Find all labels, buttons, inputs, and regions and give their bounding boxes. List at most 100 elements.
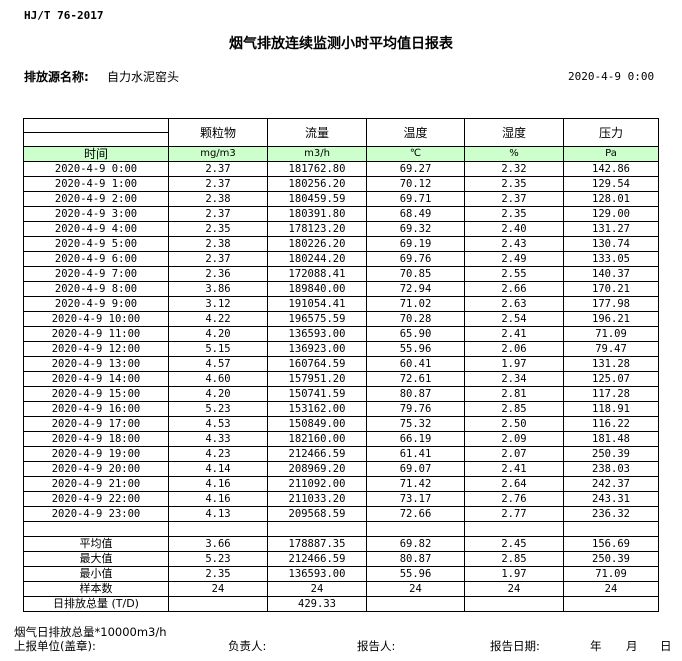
cell-value: 70.12: [366, 176, 465, 192]
cell-value: [563, 596, 659, 612]
cell-value: 250.39: [563, 446, 659, 462]
cell-value: 2.81: [464, 386, 564, 402]
row-label: 2020-4-9 21:00: [23, 476, 169, 492]
table-row: 2020-4-9 3:00 2.37 180391.80 68.49 2.35 129.0…: [23, 206, 659, 222]
table-row: 2020-4-9 6:00 2.37 180244.20 69.76 2.49 133.0…: [23, 251, 659, 267]
cell-value: 2.45: [464, 536, 564, 552]
cell-value: 180244.20: [267, 251, 367, 267]
cell-value: 4.20: [168, 386, 268, 402]
table-row: 2020-4-9 22:00 4.16 211033.20 73.17 2.76 243.…: [23, 491, 659, 507]
cell-value: 2.37: [464, 191, 564, 207]
cell-value: 2.66: [464, 281, 564, 297]
report-title: 烟气排放连续监测小时平均值日报表: [229, 36, 453, 52]
cell-value: 4.14: [168, 461, 268, 477]
row-label: 2020-4-9 0:00: [23, 161, 169, 177]
cell-value: 212466.59: [267, 446, 367, 462]
blank-row: [23, 521, 659, 537]
cell-value: [563, 521, 659, 537]
cell-value: 212466.59: [267, 551, 367, 567]
cell-value: 70.85: [366, 266, 465, 282]
cell-value: 71.42: [366, 476, 465, 492]
header-row: 颗粒物 流量 温度 湿度 压力: [23, 118, 659, 147]
day-label: 日: [660, 639, 672, 653]
cell-value: 73.17: [366, 491, 465, 507]
cell-value: 180459.59: [267, 191, 367, 207]
cell-value: 4.16: [168, 491, 268, 507]
cell-value: 2.85: [464, 551, 564, 567]
cell-value: 136923.00: [267, 341, 367, 357]
summary-row: 最小值 2.35 136593.00 55.96 1.97 71.09: [23, 566, 659, 582]
cell-value: 196.21: [563, 311, 659, 327]
cell-value: 250.39: [563, 551, 659, 567]
month-label: 月: [626, 639, 638, 653]
summary-row: 平均值 3.66 178887.35 69.82 2.45 156.69: [23, 536, 659, 552]
table-row: 2020-4-9 9:00 3.12 191054.41 71.02 2.63 177.9…: [23, 296, 659, 312]
table-row: 2020-4-9 7:00 2.36 172088.41 70.85 2.55 140.3…: [23, 266, 659, 282]
cell-value: 140.37: [563, 266, 659, 282]
cell-value: [464, 596, 564, 612]
cell-value: 156.69: [563, 536, 659, 552]
responsible-label: 负责人:: [228, 639, 267, 653]
unit: mg/m3: [168, 146, 268, 162]
row-label: 日排放总量 (T/D): [23, 596, 169, 612]
unit: Pa: [563, 146, 659, 162]
cell-value: 150741.59: [267, 386, 367, 402]
summary-row: 最大值 5.23 212466.59 80.87 2.85 250.39: [23, 551, 659, 567]
cell-value: 2.38: [168, 236, 268, 252]
cell-value: 2.34: [464, 371, 564, 387]
cell-value: 2.40: [464, 221, 564, 237]
cell-value: 68.49: [366, 206, 465, 222]
col-header: 流量: [267, 118, 367, 147]
table-row: 2020-4-9 13:00 4.57 160764.59 60.41 1.97 131.…: [23, 356, 659, 372]
header-blank: [23, 118, 169, 133]
cell-value: 211033.20: [267, 491, 367, 507]
row-label: 2020-4-9 5:00: [23, 236, 169, 252]
cell-value: 178887.35: [267, 536, 367, 552]
cell-value: 69.71: [366, 191, 465, 207]
cell-value: 180256.20: [267, 176, 367, 192]
cell-value: 243.31: [563, 491, 659, 507]
table-row: 2020-4-9 12:00 5.15 136923.00 55.96 2.06 79.4…: [23, 341, 659, 357]
cell-value: 160764.59: [267, 356, 367, 372]
row-label: 2020-4-9 3:00: [23, 206, 169, 222]
cell-value: 80.87: [366, 551, 465, 567]
col-header: 温度: [366, 118, 465, 147]
cell-value: 116.22: [563, 416, 659, 432]
cell-value: 66.19: [366, 431, 465, 447]
cell-value: 136593.00: [267, 566, 367, 582]
cell-value: 60.41: [366, 356, 465, 372]
table-row: 2020-4-9 21:00 4.16 211092.00 71.42 2.64 242.…: [23, 476, 659, 492]
cell-value: 178123.20: [267, 221, 367, 237]
cell-value: 180226.20: [267, 236, 367, 252]
row-label: 2020-4-9 6:00: [23, 251, 169, 267]
cell-value: 2.49: [464, 251, 564, 267]
cell-value: 242.37: [563, 476, 659, 492]
cell-value: 2.43: [464, 236, 564, 252]
cell-value: 191054.41: [267, 296, 367, 312]
summary-row: 样本数 24 24 24 24 24: [23, 581, 659, 597]
cell-value: 2.41: [464, 461, 564, 477]
row-label: 2020-4-9 7:00: [23, 266, 169, 282]
col-header: 压力: [563, 118, 659, 147]
cell-value: 3.66: [168, 536, 268, 552]
cell-value: 129.54: [563, 176, 659, 192]
cell-value: 2.50: [464, 416, 564, 432]
source-label: 排放源名称:: [24, 70, 89, 84]
cell-value: 238.03: [563, 461, 659, 477]
table-row: 2020-4-9 14:00 4.60 157951.20 72.61 2.34 125.…: [23, 371, 659, 387]
cell-value: 4.60: [168, 371, 268, 387]
report-datetime: 2020-4-9 0:00: [568, 70, 655, 83]
cell-value: 2.37: [168, 206, 268, 222]
report-date-label: 报告日期:: [490, 639, 540, 653]
cell-value: 117.28: [563, 386, 659, 402]
cell-value: 142.86: [563, 161, 659, 177]
cell-value: 69.76: [366, 251, 465, 267]
cell-value: 5.23: [168, 401, 268, 417]
cell-value: 172088.41: [267, 266, 367, 282]
unit: %: [464, 146, 564, 162]
row-label: 2020-4-9 17:00: [23, 416, 169, 432]
cell-value: 80.87: [366, 386, 465, 402]
table-row: 2020-4-9 20:00 4.14 208969.20 69.07 2.41 238.…: [23, 461, 659, 477]
table-row: 2020-4-9 5:00 2.38 180226.20 69.19 2.43 130.7…: [23, 236, 659, 252]
cell-value: 2.35: [464, 176, 564, 192]
